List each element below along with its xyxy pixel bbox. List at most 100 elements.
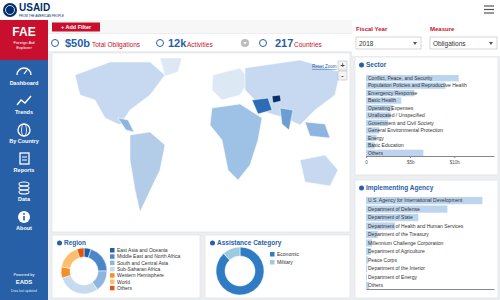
controls-bg [352, 20, 500, 56]
menu-button[interactable] [484, 6, 494, 13]
category-label: Department of the Treasury [368, 231, 429, 237]
category-label: Department of Agriculture [368, 248, 425, 254]
header: USAIDFROM THE AMERICAN PEOPLE [0, 0, 500, 20]
map-region-australia[interactable] [300, 155, 338, 186]
nav-icon [19, 190, 29, 194]
nav-label[interactable]: About [16, 225, 32, 231]
bar[interactable] [366, 265, 367, 272]
bar[interactable] [366, 150, 423, 156]
map-region-afghanistan[interactable] [272, 95, 281, 103]
menu-line [484, 5, 494, 6]
slice[interactable] [216, 247, 264, 295]
kpi-dropdown[interactable] [241, 39, 249, 47]
tick: $10b [450, 156, 461, 165]
map-region-greenland[interactable] [160, 58, 182, 76]
kpi-label: Total Obligations [92, 41, 141, 49]
map-region-asia[interactable] [245, 60, 340, 125]
dropdown[interactable]: Obligations [430, 37, 497, 49]
category-label: Peace Corps [368, 257, 397, 263]
map-region-central-america[interactable] [118, 118, 134, 132]
dropdown-box[interactable] [356, 37, 421, 49]
panel-title: Assistance Category [217, 239, 282, 247]
zoom-label[interactable]: + [340, 62, 344, 69]
map-region-south-asia[interactable] [280, 108, 293, 130]
map-region-middle-east[interactable] [252, 98, 272, 114]
nav-label[interactable]: Trends [15, 109, 33, 115]
zoom-button[interactable]: - [338, 71, 347, 80]
map-panel: Reset Zoom+ - [52, 53, 350, 232]
legend-label: Western Hemisphere [117, 272, 164, 278]
nav-label[interactable]: Reports [14, 167, 35, 173]
reset-zoom[interactable]: Reset Zoom [312, 64, 337, 69]
dropdown-value[interactable]: Obligations [433, 40, 466, 48]
bar[interactable] [366, 75, 459, 81]
zoom-label[interactable]: - [341, 72, 344, 79]
bar[interactable] [366, 205, 447, 212]
nav-label[interactable]: By Country [9, 138, 40, 144]
legend-label: Economic [277, 251, 299, 257]
nav-label[interactable]: Data [18, 196, 31, 202]
menu-line [484, 12, 494, 13]
map-region-southeast-asia[interactable] [305, 122, 330, 138]
map-region-north-america[interactable] [75, 62, 165, 125]
logo-seal-ring [6, 6, 15, 15]
kpi-row: $50bTotal Obligations12kActivities217Cou… [48, 34, 352, 51]
menu-line [484, 9, 494, 10]
sidebar: FAEForeign AidExplorerDashboardTrendsBy … [0, 20, 48, 300]
dropdown-caret [413, 42, 417, 45]
add-filter-bg[interactable] [52, 23, 100, 32]
add-filter-button[interactable]: + Add Filter [52, 23, 100, 32]
bar[interactable] [366, 214, 418, 221]
nav-icon [17, 68, 31, 75]
tick: 0 [365, 156, 368, 165]
slice[interactable] [77, 248, 84, 258]
dashboard: USAIDFROM THE AMERICAN PEOPLEFAEForeign … [0, 0, 500, 300]
dropdown[interactable]: 2018 [356, 37, 421, 49]
map-region-africa[interactable] [210, 104, 262, 180]
slice[interactable] [62, 275, 97, 294]
bar[interactable] [366, 197, 482, 204]
zoom-button-bg[interactable] [338, 61, 347, 70]
nav-item[interactable]: About [16, 211, 32, 231]
slice[interactable] [88, 249, 107, 271]
category-label: General Environmental Protection [368, 127, 443, 133]
nav-item[interactable]: Reports [14, 153, 35, 173]
nav-icon [19, 182, 29, 186]
nav-icon [20, 153, 29, 164]
nav-item[interactable]: Trends [15, 96, 33, 115]
legend-swatch [270, 260, 275, 265]
zoom-button[interactable]: + [338, 61, 347, 70]
slice[interactable] [61, 249, 79, 268]
powered-name: EADS [16, 279, 33, 285]
x-axis: 0$5b$10b [365, 156, 494, 165]
title-icon [57, 241, 62, 246]
legend-swatch [110, 261, 115, 266]
nav-label[interactable]: Dashboard [10, 80, 39, 86]
kpi-icon [157, 40, 164, 47]
bar[interactable] [366, 97, 401, 103]
tick-mark [454, 156, 455, 158]
nav-icon [19, 186, 29, 190]
nav-item[interactable]: Data [18, 182, 31, 202]
nav-item[interactable]: By Country [9, 124, 40, 144]
map-region-south-america[interactable] [130, 132, 165, 212]
map-region-europe[interactable] [212, 68, 250, 100]
nav-icon [24, 70, 27, 74]
tick-label: $10b [450, 160, 461, 165]
kpi-dropdown-bg[interactable] [241, 39, 249, 47]
add-filter-label[interactable]: + Add Filter [61, 24, 92, 30]
dropdown-value[interactable]: 2018 [359, 40, 374, 47]
dropdown-box[interactable] [430, 37, 497, 49]
legend-swatch [270, 252, 275, 257]
control-label: Measure [430, 26, 455, 32]
donut-chart: RegionEast Asia and OceaniaMiddle East a… [52, 235, 200, 298]
legend-swatch [110, 273, 115, 278]
kpi-row-bg [48, 34, 352, 51]
legend-swatch [110, 280, 115, 285]
nav-item[interactable]: Dashboard [10, 68, 39, 86]
slice[interactable] [224, 247, 240, 260]
bar-chart: SectorConflict, Peace, and SecurityPopul… [355, 57, 498, 175]
controls: Fiscal Year2018MeasureObligations [352, 20, 500, 56]
zoom-button-bg[interactable] [338, 71, 347, 80]
legend-swatch [110, 286, 115, 291]
